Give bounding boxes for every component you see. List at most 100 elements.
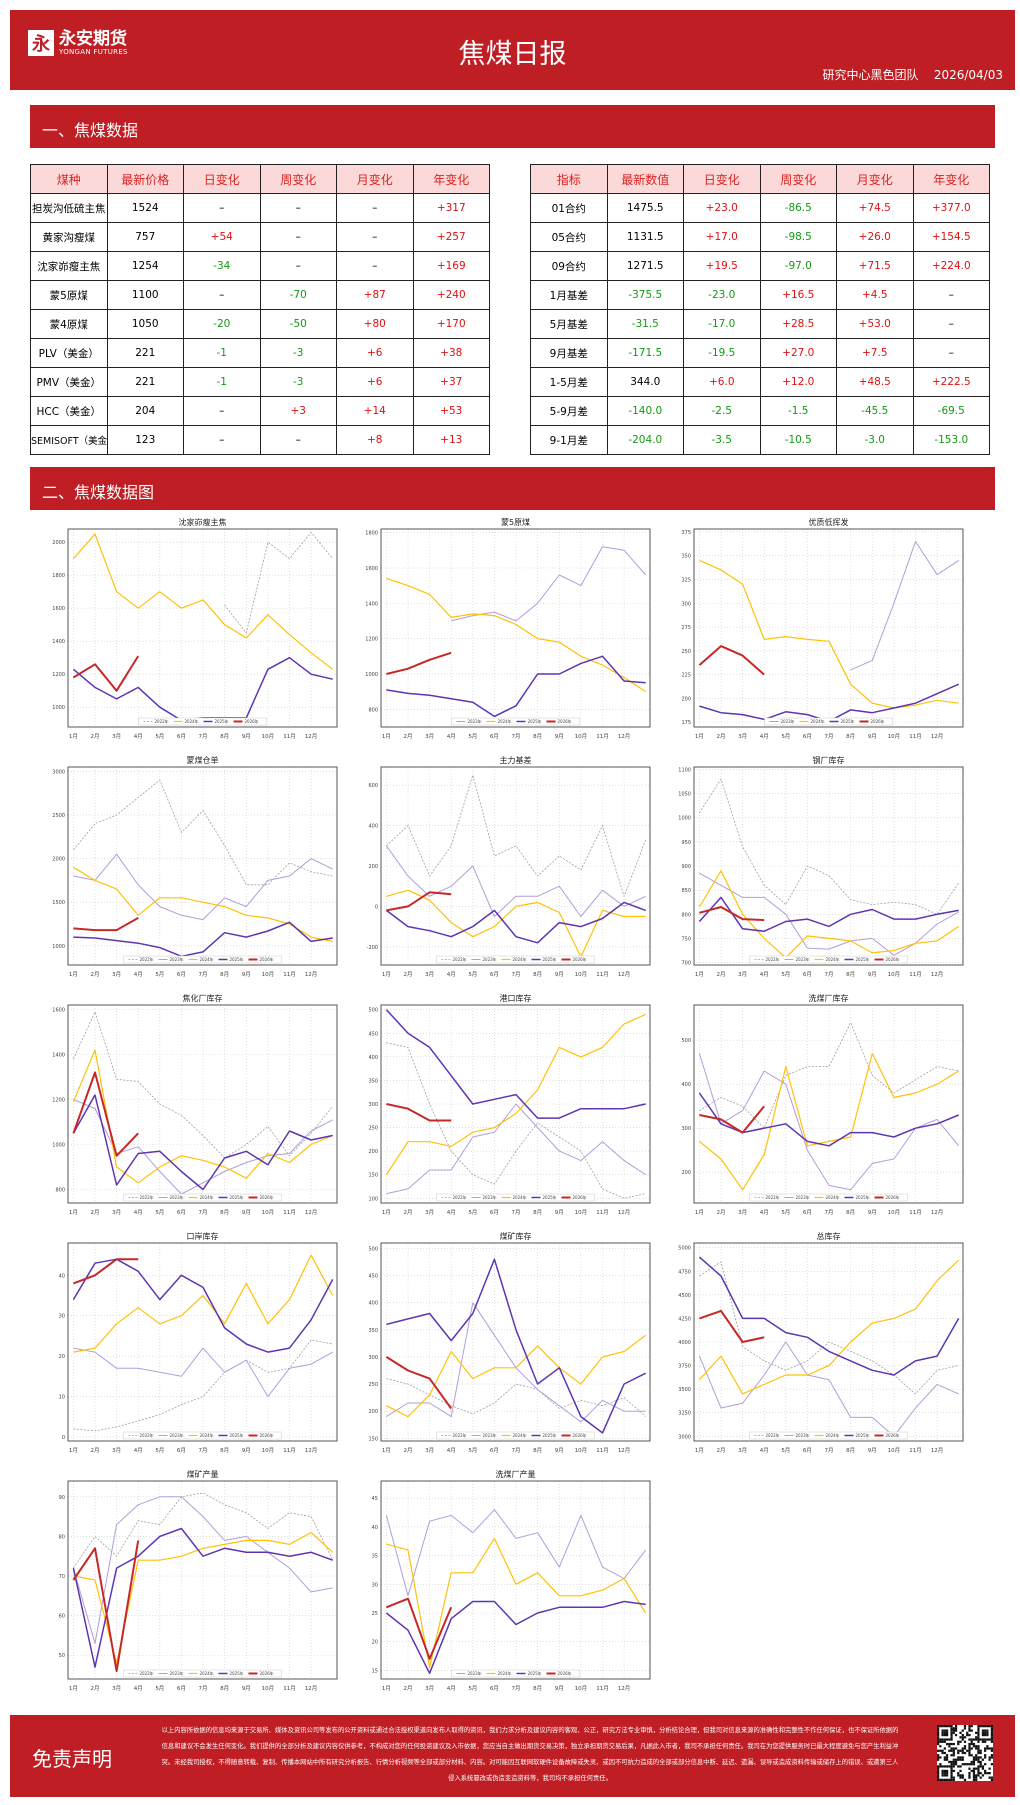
column-header: 最新价格 — [106, 164, 184, 194]
x-tick-label: 11月 — [283, 1209, 296, 1216]
legend-label: 2025年 — [230, 1670, 244, 1676]
legend-label: 2023年 — [796, 956, 810, 962]
y-tick-label: 2500 — [52, 813, 65, 819]
row-label: 09合约 — [530, 251, 608, 281]
y-tick-label: 400 — [368, 824, 378, 830]
legend-label: 2024年 — [826, 1194, 840, 1200]
disclaimer-footer: 免责声明 以上内容所依据的信息均来源于交易所、媒体及资讯公司等发布的公开资料或通… — [10, 1715, 1015, 1797]
table-cell: +6.0 — [683, 367, 761, 397]
y-tick-label: 250 — [681, 649, 691, 655]
series-line-2023 — [698, 1053, 960, 1191]
column-header: 年变化 — [412, 164, 490, 194]
x-tick-label: 5月 — [781, 1209, 790, 1216]
column-header: 最新数值 — [606, 164, 684, 194]
x-tick-label: 11月 — [283, 1447, 296, 1454]
row-label: 9-1月差 — [530, 425, 608, 455]
y-tick-label: 375 — [681, 530, 691, 536]
series-line-2026 — [72, 1071, 139, 1157]
x-tick-label: 10月 — [262, 1447, 275, 1454]
x-tick-label: 8月 — [846, 971, 855, 978]
x-tick-label: 1月 — [69, 1209, 78, 1216]
column-header: 周变化 — [759, 164, 837, 194]
table-cell: – — [183, 425, 261, 455]
column-header: 日变化 — [183, 164, 261, 194]
plot-frame — [380, 1242, 651, 1442]
x-tick-label: 1月 — [382, 1209, 391, 1216]
x-tick-label: 7月 — [512, 1685, 521, 1692]
x-tick-label: 8月 — [533, 733, 542, 740]
x-tick-label: 10月 — [262, 1209, 275, 1216]
table-row: 沈家峁瘦主焦 1254 -34– – +169 — [30, 251, 490, 281]
x-tick-label: 3月 — [112, 1447, 121, 1454]
x-tick-label: 7月 — [199, 971, 208, 978]
legend-label: 2026年 — [558, 1670, 572, 1676]
y-tick-label: 400 — [368, 1055, 378, 1061]
x-tick-label: 6月 — [803, 1447, 812, 1454]
row-label: 1月基差 — [530, 280, 608, 310]
y-tick-label: 70 — [59, 1574, 65, 1580]
x-tick-label: 9月 — [555, 971, 564, 978]
y-tick-label: 400 — [368, 1301, 378, 1307]
chart-svg: 主力基差 -200 0 200 400 600 1月 2月 3月 4月 5月 6月 7月 8月 9月 10月 1… — [367, 755, 651, 978]
legend-label: 2024年 — [811, 718, 825, 724]
row-label: 5-9月差 — [530, 396, 608, 426]
x-tick-label: 8月 — [220, 1685, 229, 1692]
series-line-2024 — [72, 533, 334, 670]
report-meta: 研究中心黑色团队 2026/04/03 — [823, 66, 1003, 83]
y-tick-label: 1400 — [52, 639, 65, 645]
y-tick-label: 20 — [372, 1640, 378, 1646]
x-tick-label: 9月 — [242, 971, 251, 978]
table-row: SEMISOFT（美金）123––+8+13 — [30, 425, 490, 455]
chart-10: 煤矿库存 150 200 250 300 350 400 450 500 1月 2月 3月 4月 5月 6月… — [351, 1229, 656, 1461]
series-line-2024 — [699, 559, 959, 709]
x-tick-label: 6月 — [490, 1209, 499, 1216]
table-cell: -98.5 — [759, 222, 837, 252]
y-tick-label: 3000 — [678, 1434, 691, 1440]
y-tick-label: 450 — [368, 1031, 378, 1037]
x-tick-label: 5月 — [781, 1447, 790, 1454]
table-cell: +317 — [412, 193, 490, 223]
x-tick-label: 6月 — [177, 1685, 186, 1692]
legend — [749, 1193, 908, 1202]
y-tick-label: 500 — [368, 1246, 378, 1252]
report-title: 焦煤日报 — [458, 39, 567, 70]
x-tick-label: 12月 — [931, 1209, 944, 1216]
y-tick-label: 80 — [59, 1534, 65, 1540]
table-cell: +377.0 — [912, 193, 990, 223]
legend-label: 2025年 — [528, 718, 542, 724]
legend-label: 2024年 — [200, 1194, 214, 1200]
chart-title: 蒙煤仓单 — [187, 755, 219, 765]
table-row: 09合约 1271.5 +19.5 -97.0 +71.5 +224.0 — [530, 251, 990, 281]
table-cell: 1254 — [106, 251, 184, 281]
qr-code-icon — [937, 1725, 993, 1781]
table-cell: – — [336, 193, 414, 223]
legend — [123, 1193, 282, 1202]
legend-label: 2026年 — [886, 1432, 900, 1438]
column-header: 煤种 — [30, 164, 108, 194]
y-tick-label: 4500 — [678, 1293, 691, 1299]
y-tick-label: 25 — [372, 1611, 378, 1617]
series-line-2024 — [72, 1049, 333, 1184]
series-line-2022 — [699, 1022, 959, 1129]
y-tick-label: -200 — [367, 945, 378, 951]
legend-label: 2025年 — [856, 956, 870, 962]
series-line-2026 — [699, 906, 765, 922]
legend-label: 2026年 — [886, 956, 900, 962]
x-tick-label: 10月 — [262, 1685, 275, 1692]
x-tick-label: 9月 — [868, 971, 877, 978]
plot-frame — [67, 1242, 338, 1442]
y-tick-label: 15 — [372, 1668, 378, 1674]
y-tick-label: 300 — [681, 601, 691, 607]
table-cell: – — [259, 193, 337, 223]
futures-basis-table: 指标 最新数值 日变化 周变化 月变化 年变化 01合约 1475.5 +23.0 -86.5 +7… — [530, 164, 990, 455]
legend-label: 2023年 — [170, 1670, 184, 1676]
table-cell: 1271.5 — [606, 251, 684, 281]
x-tick-label: 4月 — [134, 1685, 143, 1692]
series-line-2022 — [73, 1011, 334, 1159]
x-tick-label: 7月 — [825, 971, 834, 978]
legend-label: 2023年 — [781, 718, 795, 724]
x-tick-label: 7月 — [825, 1209, 834, 1216]
table-row: 蒙4原煤 1050 -20 -50 +80 +170 — [30, 309, 490, 339]
series-line-2025 — [698, 896, 959, 932]
x-tick-label: 1月 — [695, 1447, 704, 1454]
